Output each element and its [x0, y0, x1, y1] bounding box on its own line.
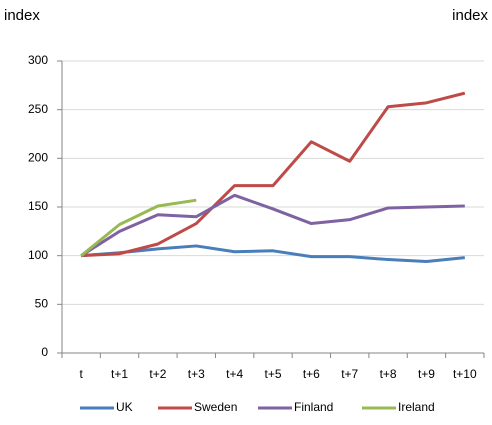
legend-label: Finland — [294, 400, 333, 414]
series-line — [81, 91, 466, 258]
x-tick-label: t+5 — [264, 367, 281, 381]
x-tick-label: t+9 — [418, 367, 435, 381]
x-tick-label: t+1 — [111, 367, 128, 381]
series-line — [80, 193, 465, 257]
y-tick-label: 300 — [28, 53, 48, 67]
x-tick-label: t+2 — [149, 367, 166, 381]
y-tick-label: 0 — [41, 345, 48, 359]
x-tick-label: t — [80, 367, 84, 381]
series-line — [80, 198, 197, 257]
y2-axis-label: index — [452, 7, 488, 24]
y-tick-label: 150 — [28, 199, 48, 213]
y-axis-label: index — [4, 7, 40, 24]
y-tick-label: 50 — [35, 297, 49, 311]
x-tick-label: t+7 — [341, 367, 358, 381]
legend-label: Ireland — [398, 400, 435, 414]
x-tick-label: t+10 — [453, 367, 477, 381]
y-tick-label: 250 — [28, 102, 48, 116]
x-tick-label: t+6 — [303, 367, 320, 381]
x-tick-label: t+8 — [380, 367, 397, 381]
x-tick-label: t+3 — [188, 367, 205, 381]
legend-label: UK — [116, 400, 133, 414]
x-tick-label: t+4 — [226, 367, 243, 381]
y-tick-label: 200 — [28, 151, 48, 165]
series-line — [81, 244, 465, 264]
y-tick-label: 100 — [28, 248, 48, 262]
legend-label: Sweden — [194, 400, 237, 414]
